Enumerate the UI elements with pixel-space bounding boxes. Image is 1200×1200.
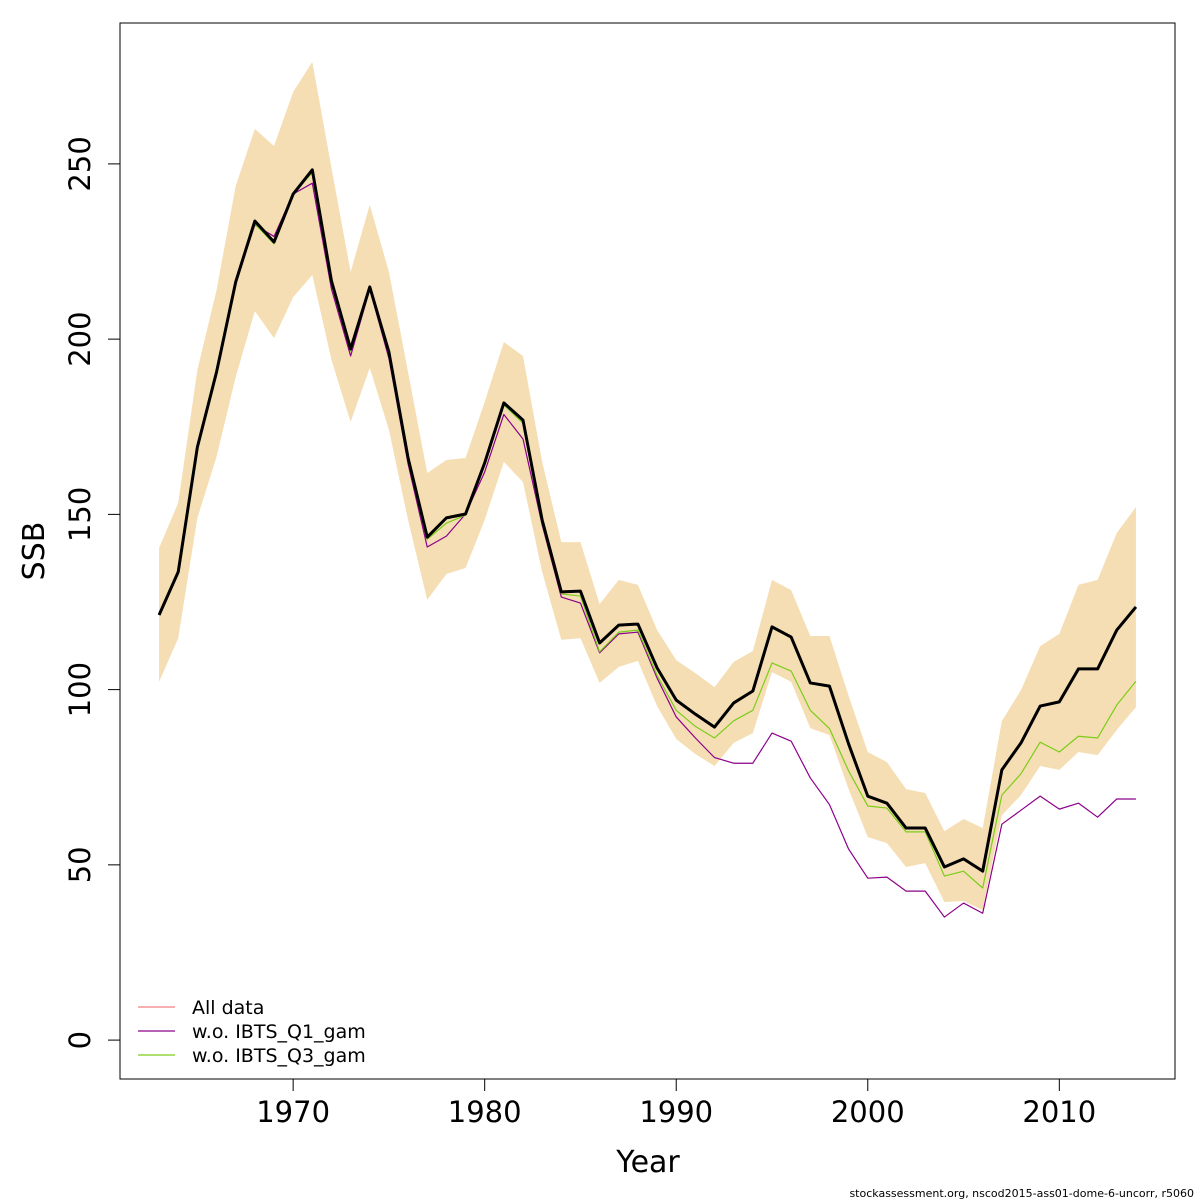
footnote: stockassessment.org, nscod2015-ass01-dom… <box>849 1187 1194 1200</box>
y-tick-label: 250 <box>63 136 97 191</box>
legend-label: All data <box>192 997 264 1019</box>
series-line <box>158 182 1136 918</box>
legend-label: w.o. IBTS_Q3_gam <box>192 1045 366 1067</box>
x-tick-label: 1980 <box>448 1095 522 1129</box>
estimate-line <box>157 168 1138 873</box>
confidence-band <box>159 61 1136 911</box>
x-axis-label: Year <box>615 1145 680 1180</box>
legend-label: w.o. IBTS_Q1_gam <box>192 1021 366 1043</box>
plot-frame <box>119 22 1176 1080</box>
y-tick-label: 100 <box>63 662 97 717</box>
y-axis-label: SSB <box>17 522 52 581</box>
y-tick-label: 200 <box>63 311 97 366</box>
y-tick-label: 50 <box>63 846 97 883</box>
x-tick-label: 1970 <box>256 1095 330 1129</box>
x-tick-label: 2010 <box>1022 1095 1096 1129</box>
y-tick-label: 150 <box>63 487 97 542</box>
y-tick-label: 0 <box>63 1031 97 1049</box>
x-tick-label: 1990 <box>639 1095 713 1129</box>
x-tick-label: 2000 <box>831 1095 905 1129</box>
